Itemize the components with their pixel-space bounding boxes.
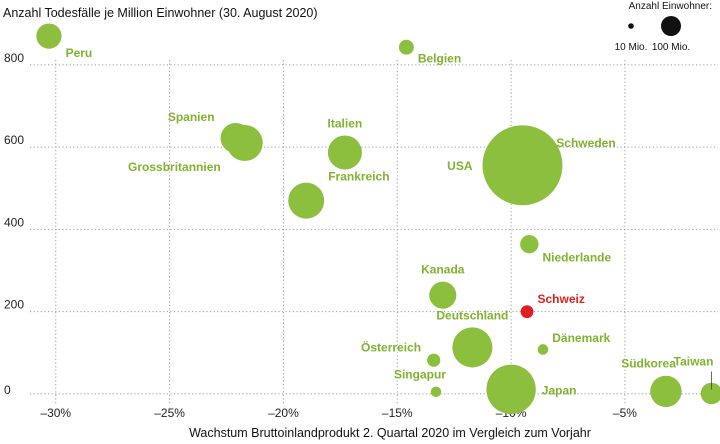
point-niederlande [520, 235, 539, 254]
point-taiwan [700, 382, 720, 405]
point-label-taiwan: Taiwan [674, 354, 714, 368]
point-label-schweiz: Schweiz [537, 292, 584, 306]
data-points [36, 23, 720, 415]
point-peru [36, 23, 62, 49]
x-tick-label: –15% [382, 406, 413, 420]
y-tick-label: 0 [4, 383, 11, 397]
point-belgien [398, 39, 414, 55]
point-label-japan: Japan [542, 383, 577, 397]
point-label-usa: USA [447, 159, 473, 173]
point-label-deutschland: Deutschland [436, 308, 508, 322]
grid-lines [30, 60, 718, 405]
legend-label: 10 Mio. [615, 42, 648, 53]
y-tick-label: 600 [4, 133, 24, 147]
point-label-italien: Italien [328, 116, 363, 130]
size-legend: Anzahl Einwohner: 10 Mio. 100 Mio. [615, 1, 712, 53]
point-schweden [538, 149, 553, 164]
point-usa [482, 125, 563, 206]
point-dänemark [537, 344, 549, 355]
point-label-dänemark: Dänemark [552, 331, 610, 345]
point-österreich [427, 353, 441, 367]
point-label-österreich: Österreich [361, 340, 421, 355]
x-tick-label: –5% [613, 406, 637, 420]
point-japan [486, 364, 536, 415]
point-label-singapur: Singapur [394, 368, 446, 382]
y-tick-label: 400 [4, 215, 24, 229]
point-italien [327, 135, 362, 170]
legend-circle [628, 23, 634, 29]
point-label-grossbritannien: Grossbritannien [128, 160, 221, 174]
size-legend-title: Anzahl Einwohner: [629, 1, 712, 12]
x-tick-label: –20% [268, 406, 299, 420]
x-tick-label: –25% [154, 406, 185, 420]
point-südkorea [650, 375, 682, 408]
point-label-belgien: Belgien [418, 52, 461, 66]
point-singapur [430, 386, 442, 398]
point-frankreich [288, 182, 325, 219]
point-label-frankreich: Frankreich [328, 170, 389, 184]
chart-title: Anzahl Todesfälle je Million Einwohner (… [3, 6, 318, 20]
point-label-schweden: Schweden [556, 136, 615, 150]
legend-circle [661, 16, 681, 36]
point-label-südkorea: Südkorea [621, 357, 676, 371]
point-deutschland [452, 327, 493, 368]
point-schweiz [520, 305, 534, 319]
point-label-niederlande: Niederlande [542, 250, 611, 264]
y-tick-label: 800 [4, 51, 24, 65]
point-labels: Peru Belgien Spanien Grossbritannien Italien… [66, 46, 714, 398]
x-axis-label: Wachstum Bruttoinlandprodukt 2. Quartal … [189, 426, 591, 440]
x-tick-label: –30% [40, 406, 71, 420]
legend-label: 100 Mio. [652, 42, 690, 53]
point-kanada [429, 281, 457, 309]
point-label-kanada: Kanada [421, 263, 465, 277]
y-tick-label: 200 [4, 298, 24, 312]
point-label-peru: Peru [66, 46, 93, 60]
point-grossbritannien [226, 125, 263, 162]
point-label-spanien: Spanien [168, 110, 215, 124]
